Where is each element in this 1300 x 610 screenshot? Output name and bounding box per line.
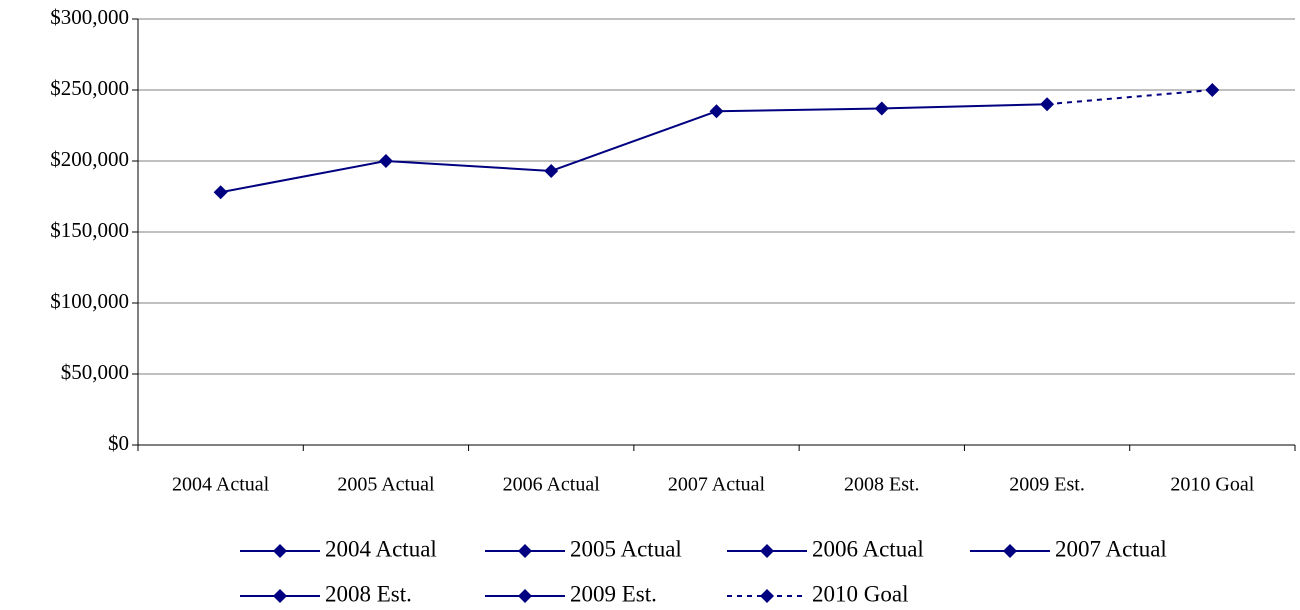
x-tick-label: 2007 Actual [668, 474, 766, 496]
y-tick-label: $200,000 [50, 147, 129, 171]
line-segment [716, 107, 882, 113]
legend-marker [518, 544, 532, 558]
legend-label: 2007 Actual [1055, 536, 1167, 561]
legend-marker [1003, 544, 1017, 558]
line-segment [385, 160, 552, 172]
line-segment [550, 110, 717, 172]
legend-marker [273, 544, 287, 558]
legend-label: 2005 Actual [570, 536, 682, 561]
line-segment [220, 160, 387, 194]
marker [1040, 97, 1055, 112]
x-tick-label: 2006 Actual [503, 474, 601, 496]
x-tick-label: 2004 Actual [172, 474, 270, 496]
legend-label: 2009 Est. [570, 581, 657, 606]
legend-marker [273, 589, 287, 603]
y-tick-label: $250,000 [50, 76, 129, 100]
marker [709, 104, 724, 119]
x-tick-label: 2010 Goal [1170, 474, 1254, 496]
legend-marker [760, 544, 774, 558]
legend-marker [518, 589, 532, 603]
y-tick-label: $150,000 [50, 218, 129, 242]
y-tick-label: $300,000 [50, 5, 129, 29]
x-tick-label: 2008 Est. [844, 474, 920, 496]
marker [544, 163, 559, 178]
legend-label: 2006 Actual [812, 536, 924, 561]
marker [874, 101, 889, 116]
line-segment [881, 103, 1048, 110]
marker [1205, 83, 1220, 97]
legend-label: 2004 Actual [325, 536, 437, 561]
legend-marker [760, 589, 774, 603]
y-tick-label: $50,000 [61, 360, 129, 384]
y-tick-label: $0 [108, 431, 129, 455]
x-tick-label: 2005 Actual [337, 474, 435, 496]
x-tick-label: 2009 Est. [1009, 474, 1085, 496]
legend-label: 2010 Goal [812, 581, 908, 606]
y-tick-label: $100,000 [50, 289, 129, 313]
marker [213, 185, 228, 200]
line-segment [1046, 89, 1213, 106]
marker [378, 154, 393, 168]
legend-label: 2008 Est. [325, 581, 412, 606]
